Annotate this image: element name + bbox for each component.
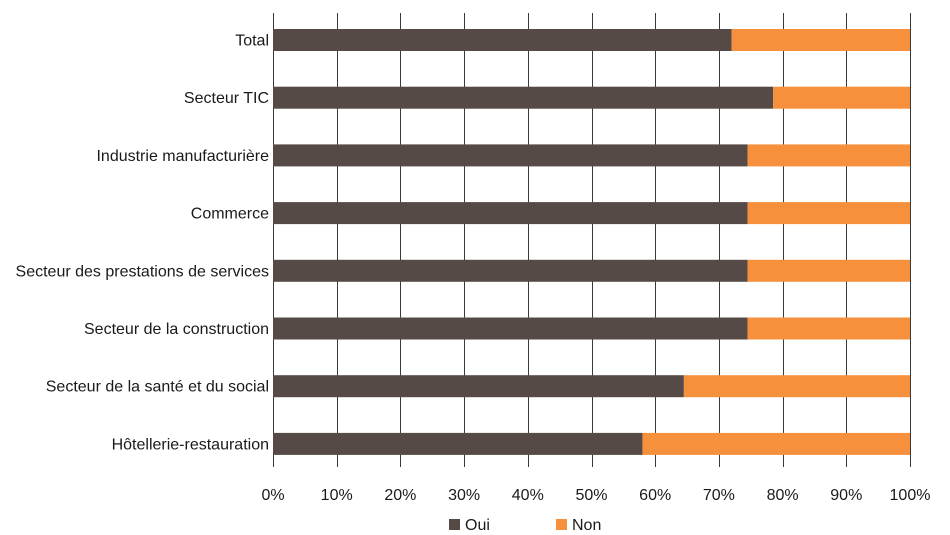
category-label: Hôtellerie-restauration: [112, 436, 269, 453]
x-tick-label: 50%: [575, 487, 607, 504]
bar-oui-0: [273, 29, 732, 51]
bar-non-2: [747, 144, 910, 167]
x-tick-label: 80%: [767, 487, 799, 504]
bar-non-0: [731, 29, 910, 51]
bar-oui-2: [273, 144, 748, 167]
x-tick-label: 30%: [448, 487, 480, 504]
bar-oui-7: [273, 432, 643, 455]
grid-layer: [273, 13, 911, 467]
bar-non-7: [642, 432, 910, 455]
category-labels: Total Secteur TIC Industrie manufacturière…: [16, 33, 270, 454]
category-label: Secteur de la construction: [84, 321, 269, 338]
bar-non-5: [747, 317, 910, 340]
bar-non-6: [683, 375, 910, 398]
legend-swatch-non: [556, 519, 567, 530]
category-label: Secteur de la santé et du social: [46, 379, 269, 396]
bar-oui-4: [273, 259, 748, 282]
category-label: Secteur des prestations de services: [16, 263, 269, 280]
x-tick-labels: 0% 10% 20% 30% 40% 50% 60% 70% 80% 90% 100%: [261, 487, 930, 504]
bar-non-4: [747, 259, 910, 282]
bar-oui-1: [273, 86, 774, 109]
category-label: Secteur TIC: [184, 90, 269, 107]
x-tick-label: 100%: [890, 487, 931, 504]
legend-label-non: Non: [572, 517, 601, 534]
bar-non-3: [747, 202, 910, 225]
x-tick-label: 0%: [261, 487, 284, 504]
x-tick-label: 90%: [830, 487, 862, 504]
x-tick-label: 70%: [703, 487, 735, 504]
x-tick-label: 40%: [512, 487, 544, 504]
legend-label-oui: Oui: [465, 517, 490, 534]
bar-non-1: [773, 86, 910, 109]
x-tick-label: 10%: [321, 487, 353, 504]
legend: Oui Non: [449, 517, 601, 534]
category-label: Commerce: [191, 206, 269, 223]
legend-swatch-oui: [449, 519, 460, 530]
x-tick-label: 60%: [639, 487, 671, 504]
x-tick-label: 20%: [384, 487, 416, 504]
bar-oui-5: [273, 317, 748, 340]
bar-oui-6: [273, 375, 684, 398]
bars-layer: [273, 29, 910, 455]
bar-oui-3: [273, 202, 748, 225]
category-label: Total: [235, 33, 269, 50]
category-label: Industrie manufacturière: [96, 148, 269, 165]
